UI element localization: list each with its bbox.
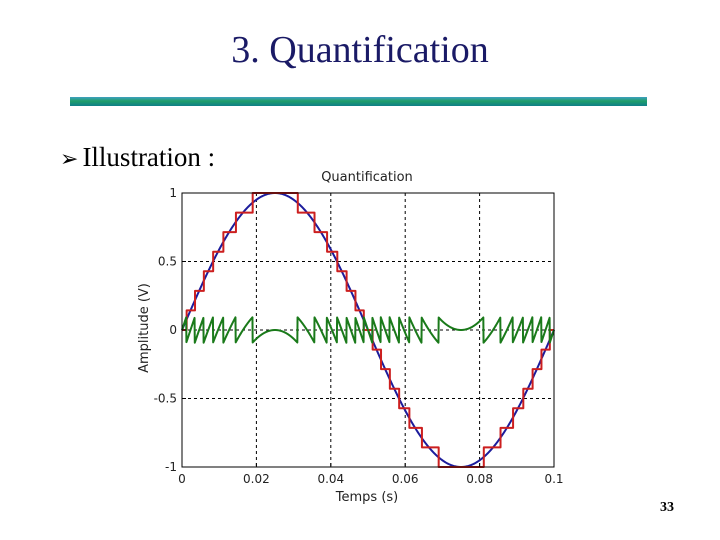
series-line-3 bbox=[181, 316, 555, 344]
x-axis-label: Temps (s) bbox=[335, 490, 398, 505]
y-tick-label: 1 bbox=[169, 186, 177, 200]
y-tick-label: 0 bbox=[169, 323, 177, 337]
chart-ticks: 0 0.02 0.04 0.06 0.08 0.1 -1 -0.5 0 0.5 1 bbox=[154, 186, 564, 486]
bullet-illustration: ➢ Illustration : bbox=[60, 142, 215, 173]
y-tick-label: -0.5 bbox=[154, 392, 177, 406]
slide-title: 3. Quantification bbox=[231, 29, 489, 71]
x-tick-label: 0 bbox=[178, 472, 186, 486]
x-tick-label: 0.02 bbox=[243, 472, 270, 486]
chart-title: Quantification bbox=[321, 170, 413, 185]
x-tick-label: 0.04 bbox=[317, 472, 344, 486]
x-tick-label: 0.08 bbox=[466, 472, 493, 486]
chart-series bbox=[181, 192, 555, 468]
bullet-label: Illustration : bbox=[82, 142, 216, 172]
x-tick-label: 0.06 bbox=[392, 472, 419, 486]
y-axis-label: Amplitude (V) bbox=[137, 283, 152, 373]
title-divider bbox=[70, 97, 647, 106]
arrow-bullet-icon: ➢ bbox=[60, 147, 79, 172]
y-tick-label: 0.5 bbox=[158, 255, 177, 269]
y-tick-label: -1 bbox=[165, 460, 177, 474]
x-tick-label: 0.1 bbox=[544, 472, 563, 486]
page-number: 33 bbox=[660, 500, 674, 515]
